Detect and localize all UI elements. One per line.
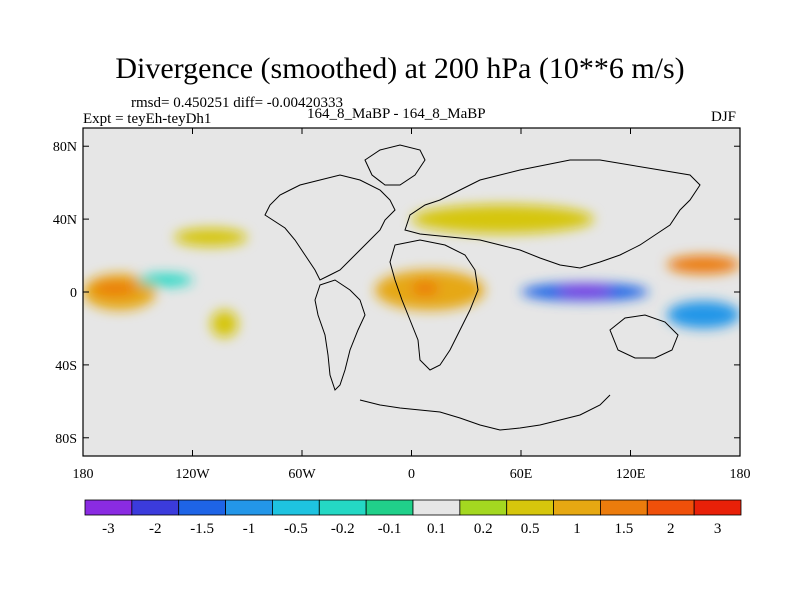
colorbar-label: 2 bbox=[667, 521, 675, 537]
x-tick-label: 180 bbox=[730, 467, 751, 482]
y-tick-label: 40N bbox=[53, 213, 77, 228]
colorbar-label: 3 bbox=[714, 521, 722, 537]
x-tick-label: 180 bbox=[73, 467, 94, 482]
colorbar-label: -3 bbox=[102, 521, 115, 537]
colorbar-label: 1 bbox=[573, 521, 581, 537]
colorbar-label: -0.5 bbox=[284, 521, 308, 537]
field-region-7 bbox=[411, 281, 439, 296]
colorbar-swatch bbox=[412, 499, 461, 516]
field-region-2 bbox=[92, 281, 138, 296]
colorbar-swatch bbox=[693, 499, 742, 516]
coastline-europe-asia bbox=[404, 159, 701, 269]
y-tick-label: 40S bbox=[55, 359, 77, 374]
field-region-3 bbox=[137, 273, 193, 287]
x-tick-label: 0 bbox=[408, 467, 415, 482]
x-tick-label: 60W bbox=[288, 467, 316, 482]
colorbar-swatch bbox=[506, 499, 554, 516]
colorbar-label: 0.1 bbox=[427, 521, 446, 537]
coastline-australia bbox=[609, 314, 679, 359]
season-label: DJF bbox=[711, 109, 737, 125]
x-tick-label: 120E bbox=[616, 467, 646, 482]
coastline-africa bbox=[389, 239, 479, 371]
y-tick-label: 0 bbox=[70, 286, 77, 301]
colorbar-swatch bbox=[365, 499, 414, 516]
field-region-11 bbox=[667, 255, 740, 274]
colorbar-swatch bbox=[600, 499, 648, 516]
colorbar-swatch bbox=[646, 499, 695, 516]
colorbar: -3 -2 -1.5 -1 -0.5 -0.2 -0.1 0.1 0.2 0.5 1 1.5 2 3 bbox=[84, 499, 742, 537]
colorbar-swatch bbox=[225, 499, 273, 516]
y-tick-label: 80S bbox=[55, 432, 77, 447]
chart-title: Divergence (smoothed) at 200 hPa (10**6 … bbox=[115, 52, 685, 85]
y-axis: 80N 40N 0 40S 80S bbox=[53, 140, 740, 447]
colorbar-label: -1.5 bbox=[190, 521, 214, 537]
colorbar-swatch bbox=[131, 499, 180, 516]
field-region-10 bbox=[411, 204, 594, 234]
coastline-south-america bbox=[314, 279, 366, 391]
field-region-9 bbox=[557, 286, 613, 296]
colorbar-swatch bbox=[553, 499, 601, 516]
colorbar-label: 1.5 bbox=[614, 521, 633, 537]
cases-label: 164_8_MaBP - 164_8_MaBP bbox=[307, 106, 486, 122]
colorbar-label: -0.2 bbox=[331, 521, 355, 537]
x-tick-label: 60E bbox=[510, 467, 533, 482]
divergence-field bbox=[83, 204, 740, 338]
colorbar-label: -0.1 bbox=[378, 521, 402, 537]
field-region-4 bbox=[174, 228, 248, 247]
coastline-antarctica bbox=[359, 394, 611, 431]
experiment-label: Expt = teyEh-teyDh1 bbox=[83, 111, 212, 127]
colorbar-swatch bbox=[318, 499, 367, 516]
colorbar-swatch bbox=[84, 499, 133, 516]
coastlines bbox=[264, 144, 701, 431]
colorbar-swatch bbox=[459, 499, 508, 516]
y-tick-label: 80N bbox=[53, 140, 77, 155]
field-region-5 bbox=[210, 310, 239, 338]
coastline-greenland bbox=[364, 144, 426, 186]
x-axis: 180 120W 60W 0 60E 120E 180 bbox=[73, 128, 751, 482]
colorbar-label: -1 bbox=[243, 521, 256, 537]
colorbar-label: 0.5 bbox=[521, 521, 540, 537]
field-region-12 bbox=[667, 301, 740, 329]
coastline-north-america bbox=[264, 174, 396, 281]
colorbar-label: 0.2 bbox=[474, 521, 493, 537]
x-tick-label: 120W bbox=[175, 467, 210, 482]
colorbar-swatch bbox=[178, 499, 226, 516]
stats-label: rmsd= 0.450251 diff= -0.00420333 bbox=[131, 95, 344, 111]
colorbar-label: -2 bbox=[149, 521, 162, 537]
colorbar-swatch bbox=[272, 499, 320, 516]
